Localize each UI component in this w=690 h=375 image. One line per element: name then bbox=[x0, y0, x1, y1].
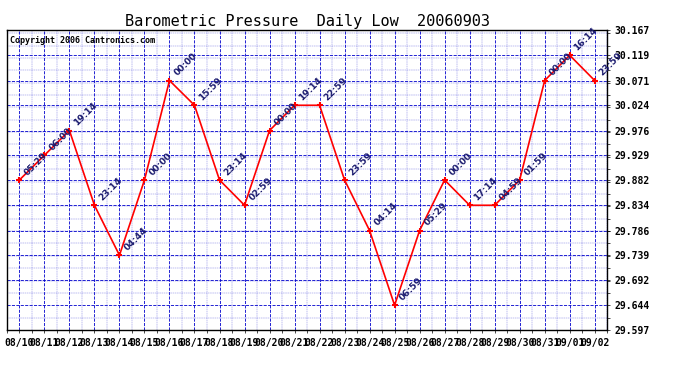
Text: 17:14: 17:14 bbox=[473, 176, 499, 203]
Text: 16:14: 16:14 bbox=[573, 26, 599, 53]
Text: 22:59: 22:59 bbox=[322, 76, 349, 102]
Text: 23:59: 23:59 bbox=[347, 150, 374, 177]
Title: Barometric Pressure  Daily Low  20060903: Barometric Pressure Daily Low 20060903 bbox=[125, 14, 489, 29]
Text: 05:29: 05:29 bbox=[22, 151, 49, 177]
Text: 15:59: 15:59 bbox=[197, 76, 224, 102]
Text: 01:59: 01:59 bbox=[522, 151, 549, 177]
Text: 04:14: 04:14 bbox=[373, 201, 399, 228]
Text: 06:00: 06:00 bbox=[47, 126, 74, 153]
Text: 04:44: 04:44 bbox=[122, 226, 149, 252]
Text: 00:00: 00:00 bbox=[147, 151, 173, 177]
Text: Copyright 2006 Cantronics.com: Copyright 2006 Cantronics.com bbox=[10, 36, 155, 45]
Text: 00:00: 00:00 bbox=[172, 51, 199, 78]
Text: 23:59: 23:59 bbox=[598, 51, 624, 78]
Text: 19:14: 19:14 bbox=[297, 76, 324, 102]
Text: 00:00: 00:00 bbox=[547, 51, 573, 78]
Text: 19:14: 19:14 bbox=[72, 101, 99, 128]
Text: 02:59: 02:59 bbox=[247, 176, 274, 203]
Text: 06:59: 06:59 bbox=[397, 276, 424, 303]
Text: 00:00: 00:00 bbox=[273, 102, 299, 128]
Text: 23:14: 23:14 bbox=[97, 176, 124, 203]
Text: 00:00: 00:00 bbox=[447, 151, 473, 177]
Text: 23:14: 23:14 bbox=[222, 150, 249, 177]
Text: 04:59: 04:59 bbox=[497, 176, 524, 203]
Text: 05:29: 05:29 bbox=[422, 201, 449, 228]
